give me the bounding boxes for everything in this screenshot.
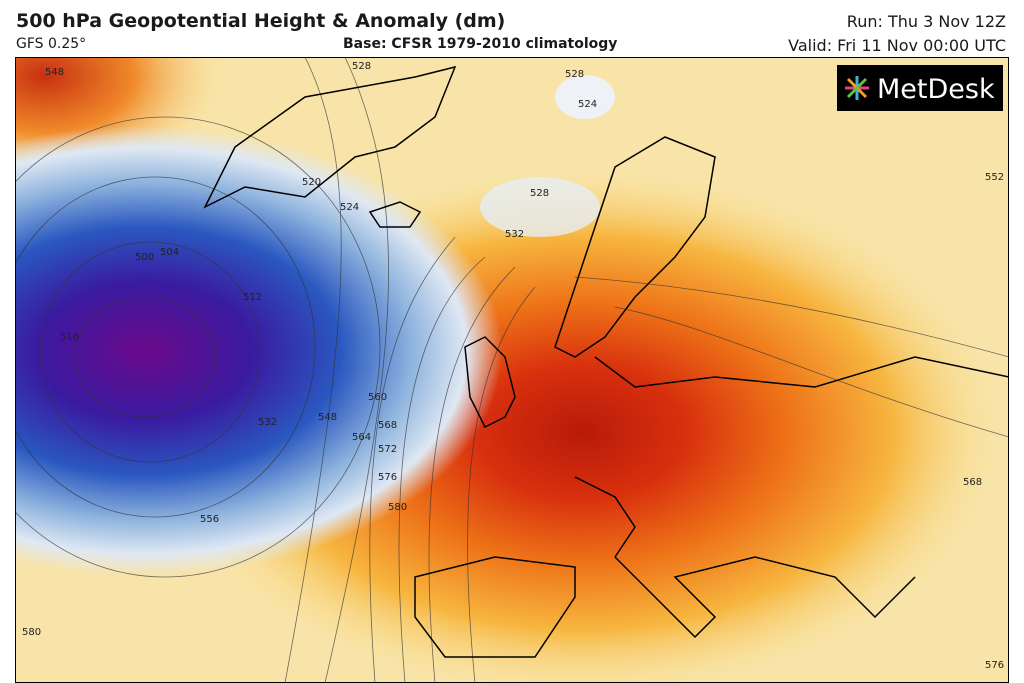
contour-label: 516 xyxy=(60,332,79,343)
contour-label: 528 xyxy=(530,188,549,199)
map: 548 528 528 524 520 524 528 532 504 500 512 516 532 5… xyxy=(15,57,1009,683)
base: Base: CFSR 1979-2010 climatology xyxy=(343,36,618,52)
title: 500 hPa Geopotential Height & Anomaly (d… xyxy=(16,10,506,32)
contour-label: 528 xyxy=(352,61,371,72)
logo-text: MetDesk xyxy=(877,74,995,105)
contour-label: 552 xyxy=(985,172,1004,183)
contour-label: 564 xyxy=(352,432,371,443)
coastlines xyxy=(203,65,1009,658)
contour-label: 572 xyxy=(378,444,397,455)
logo-icon xyxy=(845,76,869,100)
contour-label: 512 xyxy=(243,292,262,303)
contour-label: 568 xyxy=(963,477,982,488)
contour-label: 548 xyxy=(45,67,64,78)
low-anomaly xyxy=(15,57,1009,683)
contour-label: 528 xyxy=(565,69,584,80)
run: Run: Thu 3 Nov 12Z xyxy=(846,12,1006,31)
contour-label: 556 xyxy=(200,514,219,525)
contour-label: 524 xyxy=(340,202,359,213)
contour-label: 576 xyxy=(985,660,1004,671)
contour-label: 520 xyxy=(302,177,321,188)
contour-label: 560 xyxy=(368,392,387,403)
contour-label: 568 xyxy=(378,420,397,431)
contour-label: 504 xyxy=(160,247,179,258)
contour-label: 580 xyxy=(22,627,41,638)
valid: Valid: Fri 11 Nov 00:00 UTC xyxy=(788,36,1006,55)
contour-label: 580 xyxy=(388,502,407,513)
model: GFS 0.25° xyxy=(16,36,87,52)
contour-labels: 548 528 528 524 520 524 528 532 504 500 512 516 532 5… xyxy=(22,61,1004,671)
contours xyxy=(15,57,1009,683)
contour-label: 500 xyxy=(135,252,154,263)
contour-label: 548 xyxy=(318,412,337,423)
contour-label: 524 xyxy=(578,99,597,110)
contour-label: 532 xyxy=(258,417,277,428)
contour-label: 532 xyxy=(505,229,524,240)
contour-label: 576 xyxy=(378,472,397,483)
